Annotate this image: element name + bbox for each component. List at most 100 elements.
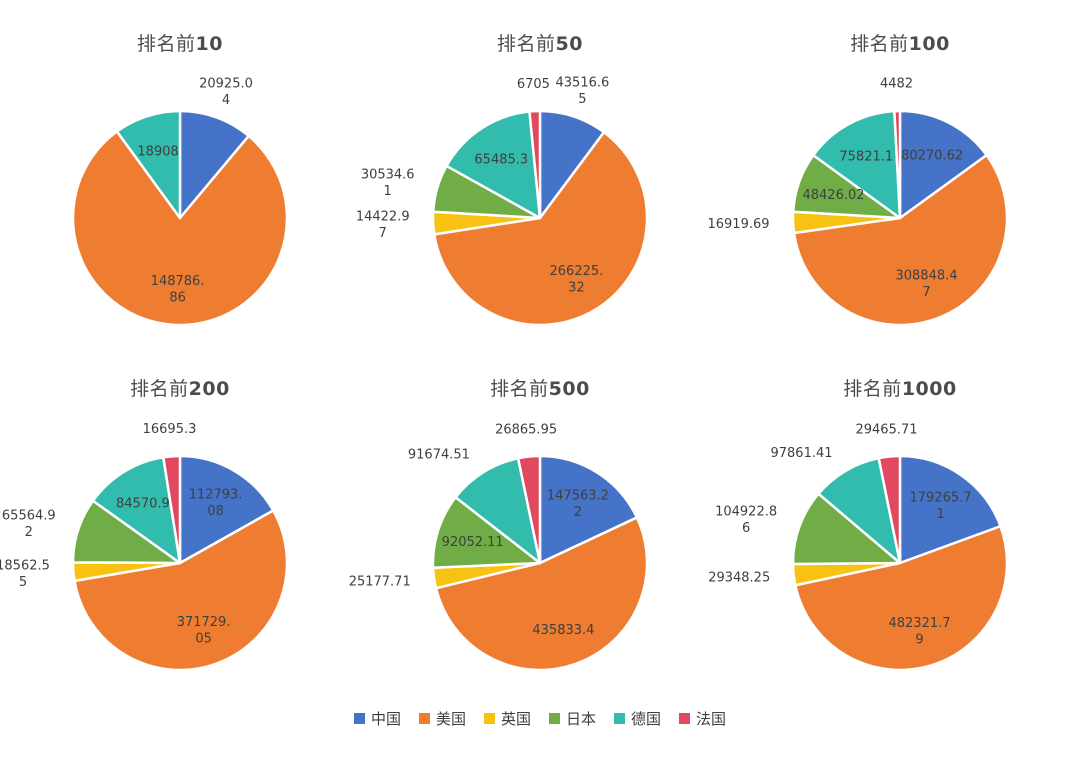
pie-slice-france (877, 454, 902, 565)
data-label: 29465.71 (855, 422, 917, 437)
data-label: 16919.69 (707, 217, 769, 232)
legend-label: 英国 (500, 710, 531, 728)
data-label: 5 (19, 575, 27, 590)
data-label: 4482 (880, 77, 913, 92)
data-label: 148786. (151, 274, 205, 289)
pie-slice-usa (73, 509, 289, 672)
legend-item-uk: 英国 (483, 708, 531, 729)
legend-swatch-icon (418, 713, 430, 724)
chart-title: 排名前10 (0, 28, 360, 60)
pie-slice-china (898, 454, 1002, 565)
legend-label: 德国 (631, 710, 662, 728)
legend-item-usa: 美国 (418, 708, 466, 729)
data-label: 86 (169, 290, 186, 305)
pie-slice-france (162, 454, 182, 565)
data-label: 65564.9 (2, 509, 56, 524)
legend-swatch-icon (549, 713, 560, 724)
data-label: 91674.51 (408, 448, 470, 463)
pie-slice-china (178, 109, 250, 220)
chart-title-prefix: 排名前 (843, 378, 902, 400)
legend-item-japan: 日本 (549, 708, 596, 729)
data-label: 18908 (137, 144, 178, 159)
pie-slice-france (528, 109, 542, 220)
data-label: 14422.9 (356, 209, 410, 224)
data-label: 1 (936, 507, 944, 522)
data-label: 75821.1 (839, 150, 893, 165)
legend-swatch-icon (679, 713, 691, 724)
chart-title: 排名前500 (360, 373, 720, 405)
data-label: 43516.6 (556, 75, 610, 90)
chart-title-prefix: 排名前 (490, 378, 549, 400)
chart-title-prefix: 排名前 (137, 33, 196, 55)
data-label: 26865.95 (495, 422, 557, 437)
pie-chart: 20925.04 148786.86 18908 (71, 77, 289, 327)
data-label: 308848.4 (895, 269, 957, 284)
pie-slice-france (516, 454, 542, 565)
pie-chart-cell: 排名前100 80270.62 308848.4 7 16919.69 48426.02 7… (707, 10, 1080, 355)
pie-chart-cell: 排名前50 43516.6 5 266225. 32 14422.9 7 30534.6 1 65… (356, 10, 720, 355)
data-label: 5 (578, 92, 586, 107)
data-label: 30534.6 (361, 167, 415, 182)
pie-slice-germany (91, 456, 182, 565)
pie-chart-cell: 排名前200 112793. 08 371729. 05 18562.5 5 65564.9 2… (0, 355, 360, 700)
data-label: 48426.02 (802, 188, 864, 203)
pie-chart: 43516.6 5 266225.32 14422.9 7 30534.6 1 65485.3… (356, 75, 649, 327)
pie-slice-usa (71, 130, 289, 327)
data-label: 104922.8 (715, 505, 777, 520)
data-label: 2 (574, 505, 582, 520)
legend-label: 法国 (696, 710, 727, 728)
data-label: 6705 (517, 77, 550, 92)
data-label: 7 (379, 226, 387, 241)
pie-chart: 147563.22 435833.4 25177.71 92052.11 91674.5… (349, 422, 649, 672)
chart-title: 排名前200 (0, 373, 360, 405)
pie-slice-china (178, 454, 275, 565)
pie-slice-usa (434, 516, 649, 672)
legend-label: 日本 (566, 710, 597, 728)
data-label: 6 (742, 521, 750, 536)
data-label: 08 (207, 504, 224, 519)
data-label: 266225. (550, 264, 604, 279)
pie-slice-germany (115, 109, 182, 220)
chart-title-prefix: 排名前 (497, 33, 556, 55)
pie-chart-cell: 排名前10 20925.0 4 148786. 86 18908 (0, 10, 360, 355)
pie-slice-usa (794, 524, 1009, 672)
chart-title: 排名前100 (720, 28, 1080, 60)
data-label: 18562.5 (0, 559, 50, 574)
pie-slice-germany (445, 110, 542, 220)
data-label: 1 (384, 184, 392, 199)
chart-title: 排名前50 (360, 28, 720, 60)
data-label: 147563.2 (547, 489, 609, 504)
pie-chart-cell: 排名前1000 179265.7 1 482321.7 9 29348.25 104922.… (708, 355, 1080, 700)
pie-slice-japan (791, 492, 902, 566)
legend-item-germany: 德国 (614, 708, 661, 729)
pie-slice-germany (812, 109, 902, 220)
data-label: 05 (195, 631, 212, 646)
pie-slice-china (538, 454, 639, 565)
data-label: 112793. (189, 487, 243, 502)
chart-title-number: 200 (188, 378, 230, 400)
chart-title-number: 100 (908, 33, 950, 55)
chart-title-prefix: 排名前 (850, 33, 909, 55)
pie-chart: 112793. 08 371729.05 18562.55 65564.92 84570.… (0, 422, 289, 672)
chart-title-prefix: 排名前 (130, 378, 189, 400)
data-label: 2 (25, 525, 33, 540)
pie-slice-germany (454, 457, 542, 565)
chart-title: 排名前1000 (720, 373, 1080, 405)
chart-legend: 中国 美国 英国 日本 德国 法国 (0, 708, 1080, 729)
data-label: 16695.3 (143, 422, 197, 437)
data-label: 32 (568, 280, 585, 295)
legend-label: 中国 (370, 710, 401, 728)
data-label: 84570.9 (116, 496, 170, 511)
pie-chart: 80270.62 308848.47 16919.69 48426.02 75821.1… (707, 77, 1009, 327)
data-label: 7 (922, 285, 930, 300)
pie-chart-cell: 排名前500 147563.2 2 435833.4 25177.71 92052.11 9… (349, 355, 720, 700)
chart-title-number: 1000 (901, 378, 957, 400)
pie-slice-china (898, 109, 988, 220)
chart-title-number: 10 (195, 33, 223, 55)
data-label: 25177.71 (349, 575, 411, 590)
chart-title-number: 500 (548, 378, 590, 400)
legend-swatch-icon (483, 713, 495, 724)
chart-title-number: 50 (555, 33, 583, 55)
pie-slice-japan (431, 496, 542, 570)
legend-label: 美国 (435, 710, 466, 728)
